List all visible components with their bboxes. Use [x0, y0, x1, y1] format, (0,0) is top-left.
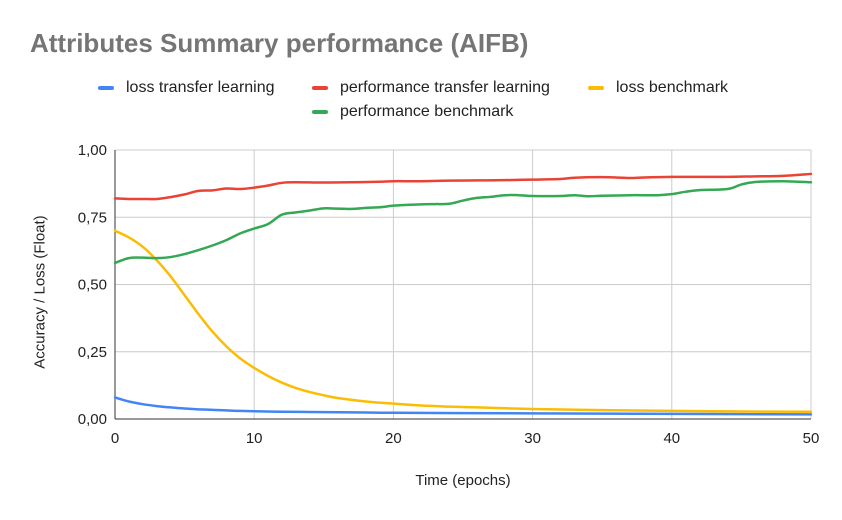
legend-label: performance transfer learning [340, 79, 550, 96]
legend-label: performance benchmark [340, 103, 514, 120]
legend-label: loss benchmark [616, 79, 729, 96]
y-tick-label: 0,75 [78, 209, 107, 226]
y-tick-label: 0,00 [78, 411, 107, 428]
tick-labels: 0,00 0,25 0,50 0,75 1,00 0 10 20 30 40 50 [78, 142, 820, 447]
legend-swatch [588, 86, 604, 90]
chart-title: Attributes Summary performance (AIFB) [30, 28, 529, 58]
series-lines [113, 172, 813, 416]
x-tick-label: 10 [246, 430, 263, 447]
y-tick-label: 0,25 [78, 344, 107, 361]
legend-swatch [312, 110, 328, 114]
legend-item-loss-transfer-learning[interactable]: loss transfer learning [98, 78, 275, 98]
legend-swatch [312, 86, 328, 90]
series-line-performance-benchmark [113, 179, 813, 265]
axes [114, 150, 811, 420]
series-line-performance-transfer-learning [113, 172, 813, 201]
series-line-loss-transfer-learning [113, 396, 813, 416]
x-axis-title: Time (epochs) [415, 472, 511, 489]
x-tick-label: 20 [385, 430, 402, 447]
legend-label: loss transfer learning [126, 79, 275, 96]
y-tick-label: 0,50 [78, 277, 107, 294]
x-tick-label: 30 [524, 430, 541, 447]
y-tick-label: 1,00 [78, 142, 107, 159]
legend-item-performance-transfer-learning[interactable]: performance transfer learning [312, 78, 550, 98]
legend-item-performance-benchmark[interactable]: performance benchmark [312, 102, 513, 122]
x-tick-label: 50 [803, 430, 820, 447]
x-tick-label: 0 [111, 430, 119, 447]
legend-swatch [98, 86, 114, 90]
series-line-loss-benchmark [113, 229, 813, 413]
x-tick-label: 40 [663, 430, 680, 447]
legend-item-loss-benchmark[interactable]: loss benchmark [588, 78, 728, 98]
